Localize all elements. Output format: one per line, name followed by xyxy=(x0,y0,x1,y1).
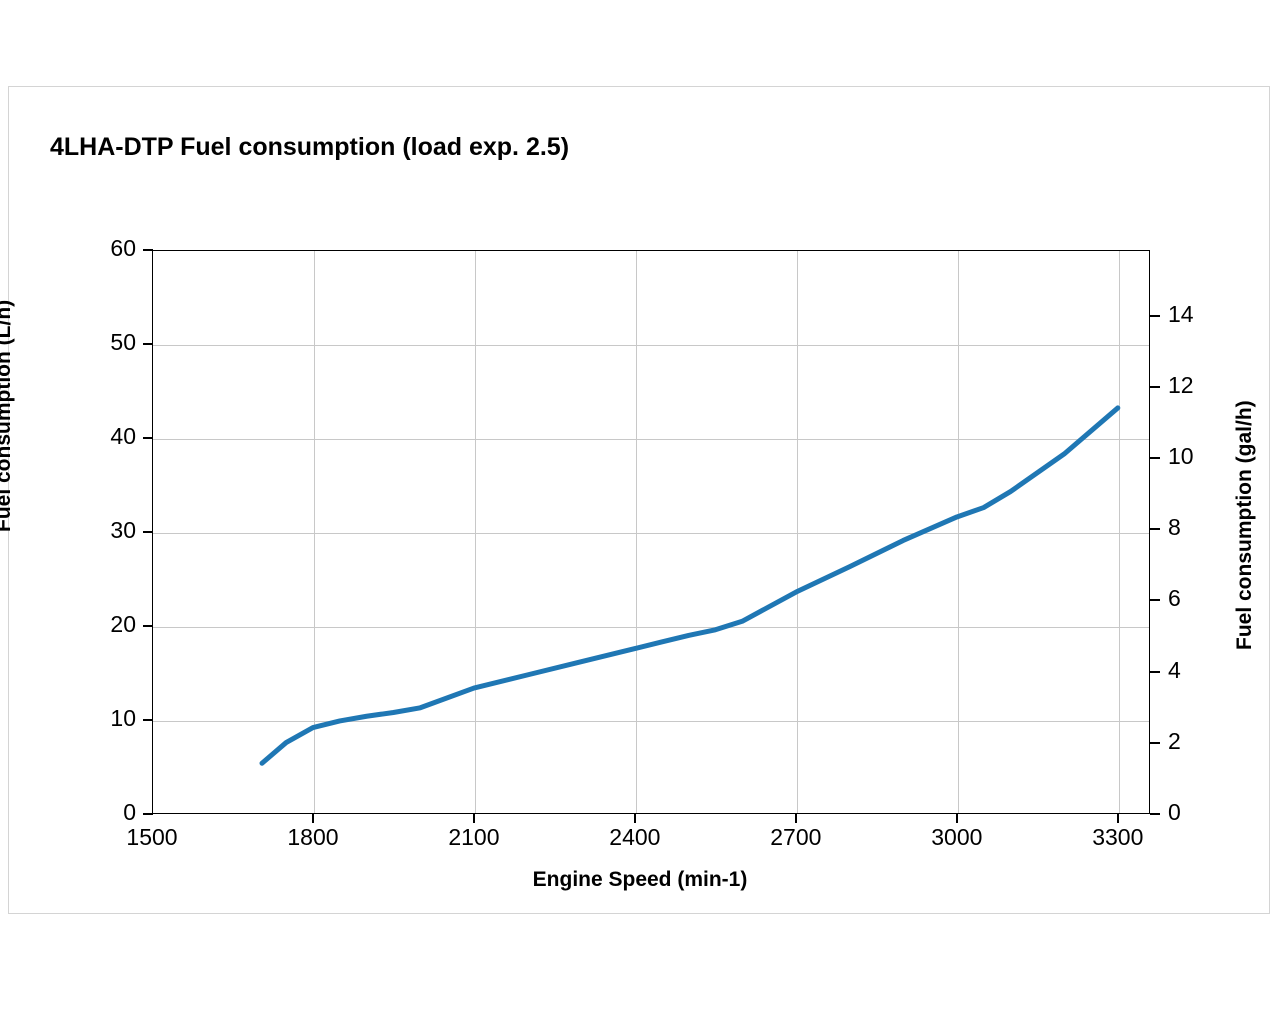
gridline-vertical xyxy=(635,251,637,813)
x-axis-label: 3300 xyxy=(1092,824,1144,850)
x-axis-tick xyxy=(472,814,475,823)
y-axis-tick-left xyxy=(143,437,153,439)
gridline-vertical xyxy=(1118,251,1120,813)
y-axis-label-right: 0 xyxy=(1168,799,1181,825)
y-axis-label-right: 8 xyxy=(1168,514,1181,541)
gridline-vertical xyxy=(957,251,959,813)
y-axis-tick-left xyxy=(143,813,153,815)
y-axis-tick-right xyxy=(1150,813,1160,815)
x-axis-tick xyxy=(955,814,958,823)
y-axis-label-left: 60 xyxy=(110,235,136,261)
x-axis-label: 1800 xyxy=(287,824,339,850)
gridline-horizontal xyxy=(153,345,1149,346)
y-axis-tick-left xyxy=(143,343,153,345)
y-axis-tick-right xyxy=(1150,670,1160,673)
gridline-horizontal xyxy=(153,627,1149,628)
gridline-horizontal xyxy=(153,533,1149,534)
gridline-horizontal xyxy=(153,439,1149,440)
y-axis-label-left: 40 xyxy=(110,423,136,449)
y-axis-label-right: 4 xyxy=(1168,656,1181,683)
x-axis-label: 2400 xyxy=(609,824,661,850)
gridline-vertical xyxy=(313,251,315,813)
gridline-vertical xyxy=(796,251,798,813)
x-axis-tick xyxy=(794,814,797,823)
y-axis-label-right: 6 xyxy=(1168,585,1181,612)
y-axis-label-left: 10 xyxy=(110,705,136,731)
y-axis-tick-right xyxy=(1150,314,1160,317)
plot-area xyxy=(152,250,1150,814)
y-axis-tick-right xyxy=(1150,599,1160,602)
x-axis-title: Engine Speed (min-1) xyxy=(532,868,748,891)
y-axis-label-left: 0 xyxy=(123,799,136,825)
y-axis-tick-right xyxy=(1150,741,1160,744)
y-axis-label-right: 14 xyxy=(1168,300,1194,327)
x-axis-tick xyxy=(633,814,636,823)
y-axis-label-left: 50 xyxy=(110,329,136,355)
gridline-horizontal xyxy=(153,721,1149,722)
x-axis-label: 2700 xyxy=(770,824,822,850)
y-axis-label-left: 20 xyxy=(110,611,136,637)
x-axis-tick xyxy=(1116,814,1119,823)
y-axis-title-right: Fuel consumption (gal/h) xyxy=(1233,400,1256,650)
x-axis-tick xyxy=(311,814,314,823)
chart-title: 4LHA-DTP Fuel consumption (load exp. 2.5… xyxy=(50,133,570,161)
y-axis-title-left: Fuel consumption (L/h) xyxy=(0,299,15,532)
y-axis-tick-right xyxy=(1150,528,1160,531)
y-axis-tick-left xyxy=(143,249,153,251)
x-axis-label: 2100 xyxy=(448,824,500,850)
y-axis-label-right: 12 xyxy=(1168,371,1194,398)
y-axis-tick-left xyxy=(143,625,153,627)
y-axis-tick-left xyxy=(143,531,153,533)
x-axis-label: 3000 xyxy=(931,824,983,850)
y-axis-label-right: 2 xyxy=(1168,727,1181,754)
y-axis-label-left: 30 xyxy=(110,517,136,543)
y-axis-label-right: 10 xyxy=(1168,443,1194,470)
y-axis-tick-left xyxy=(143,719,153,721)
gridline-vertical xyxy=(474,251,476,813)
y-axis-tick-right xyxy=(1150,385,1160,388)
y-axis-tick-right xyxy=(1150,457,1160,460)
x-axis-label: 1500 xyxy=(126,824,178,850)
